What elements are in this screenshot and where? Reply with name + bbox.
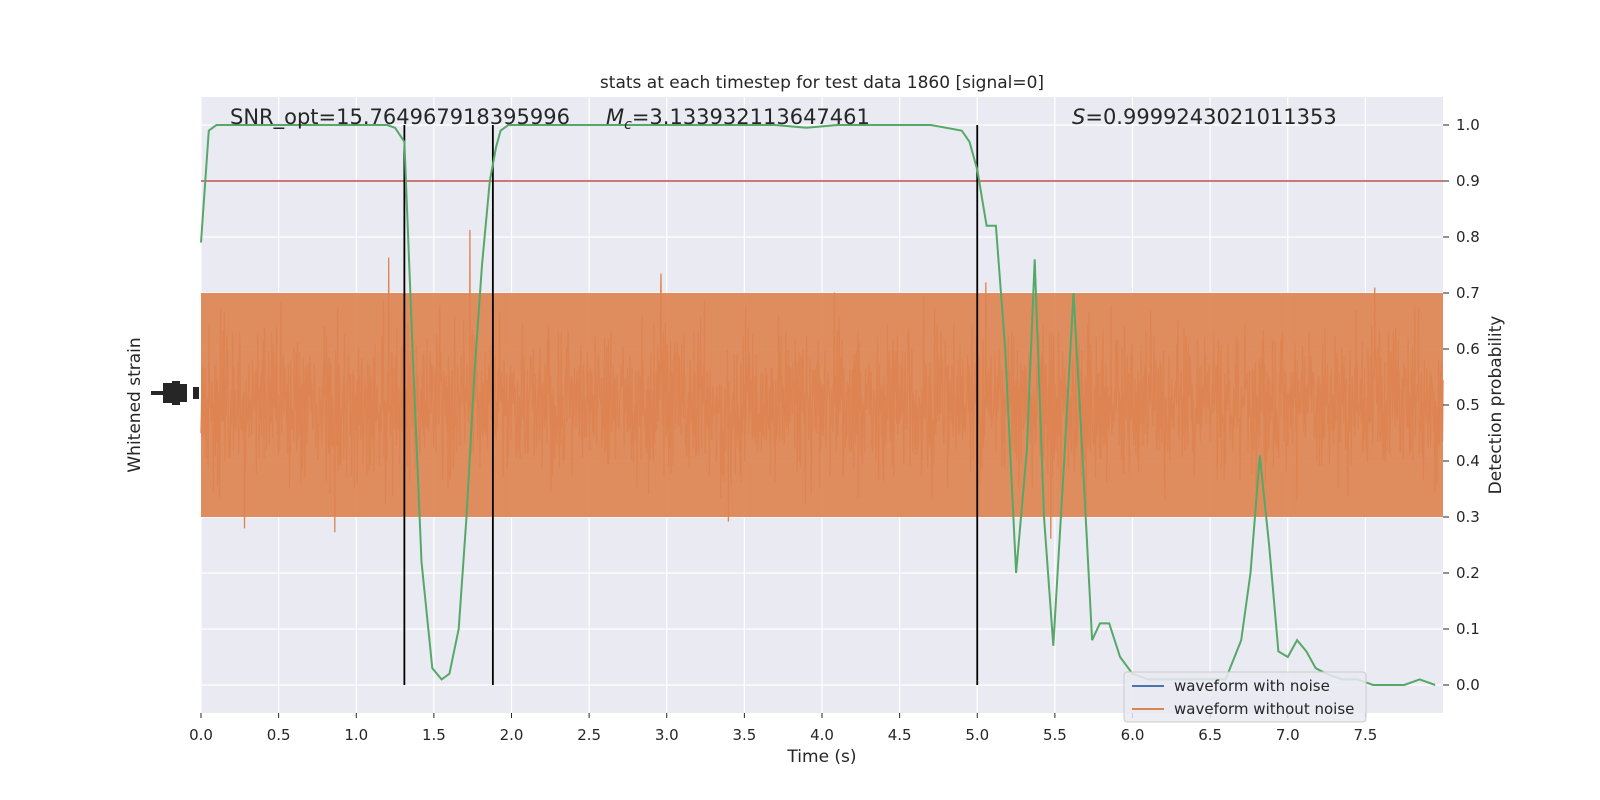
x-tick-label: 3.0	[655, 726, 679, 744]
x-tick-label: 1.0	[344, 726, 368, 744]
x-tick-label: 6.0	[1121, 726, 1145, 744]
y-tick-label-right: 0.0	[1456, 676, 1480, 694]
detection-probability-line	[200, 124, 1436, 686]
y-tick-label-right: 0.4	[1456, 452, 1480, 470]
y-axis-label-left: Whitened strain	[125, 337, 145, 472]
chirp-mass-subscript: c	[624, 117, 632, 133]
legend-box	[1123, 671, 1367, 723]
y-tick-label-right: 0.6	[1456, 340, 1480, 358]
chirp-mass-symbol: M	[606, 105, 624, 129]
left-tick-blob	[180, 384, 187, 402]
left-tick-blob	[172, 381, 180, 405]
chart-title: stats at each timestep for test data 186…	[600, 73, 1044, 93]
y-axis-label-right: Detection probability	[1486, 316, 1506, 495]
x-tick-label: 0.5	[267, 726, 291, 744]
left-axis-overlapping-ticks	[151, 381, 199, 405]
legend: waveform with noise waveform without noi…	[1123, 671, 1367, 723]
x-tick-label: 2.5	[577, 726, 601, 744]
x-tick-label: 6.5	[1198, 726, 1222, 744]
chirp-mass-annotation: Mc=3.133932113647461	[606, 105, 870, 133]
x-tick-label: 2.0	[500, 726, 524, 744]
x-tick-label: 4.5	[888, 726, 912, 744]
left-tick-blob	[193, 387, 199, 399]
y-tick-label-right: 0.2	[1456, 564, 1480, 582]
y-tick-label-right: 0.7	[1456, 284, 1480, 302]
chirp-mass-value: =3.133932113647461	[632, 105, 870, 129]
y-tick-label-right: 0.8	[1456, 228, 1480, 246]
overlay-layer	[200, 124, 1443, 686]
tick-layer: 0.0 0.5 1.0 1.5 2.0 2.5 3.0 3.5 4.0 4.5 5.0 5.5 6.0 6…	[189, 116, 1480, 744]
x-axis-label: Time (s)	[786, 747, 856, 767]
y-tick-label-right: 0.1	[1456, 620, 1480, 638]
waveform-without-noise-layer	[200, 229, 1444, 539]
x-tick-label: 5.0	[965, 726, 989, 744]
x-tick-label: 5.5	[1043, 726, 1067, 744]
left-tick-blob	[151, 391, 167, 395]
y-tick-label-right: 0.9	[1456, 172, 1480, 190]
s-symbol: S	[1072, 105, 1085, 129]
y-tick-label-right: 0.5	[1456, 396, 1480, 414]
waveform-dense-band	[201, 293, 1443, 517]
x-tick-label: 7.0	[1276, 726, 1300, 744]
snr-annotation: SNR_opt=15.764967918395996	[230, 105, 570, 130]
x-tick-label: 1.5	[422, 726, 446, 744]
legend-label-with-noise: waveform with noise	[1174, 677, 1330, 695]
x-tick-label: 0.0	[189, 726, 213, 744]
y-tick-label-right: 0.3	[1456, 508, 1480, 526]
legend-label-without-noise: waveform without noise	[1174, 700, 1354, 718]
left-tick-blob	[163, 383, 172, 403]
s-value: =0.9999243021011353	[1085, 105, 1336, 129]
x-tick-label: 3.5	[732, 726, 756, 744]
y-tick-label-right: 1.0	[1456, 116, 1480, 134]
s-annotation: S=0.9999243021011353	[1072, 105, 1337, 129]
x-tick-label: 7.5	[1353, 726, 1377, 744]
x-tick-label: 4.0	[810, 726, 834, 744]
